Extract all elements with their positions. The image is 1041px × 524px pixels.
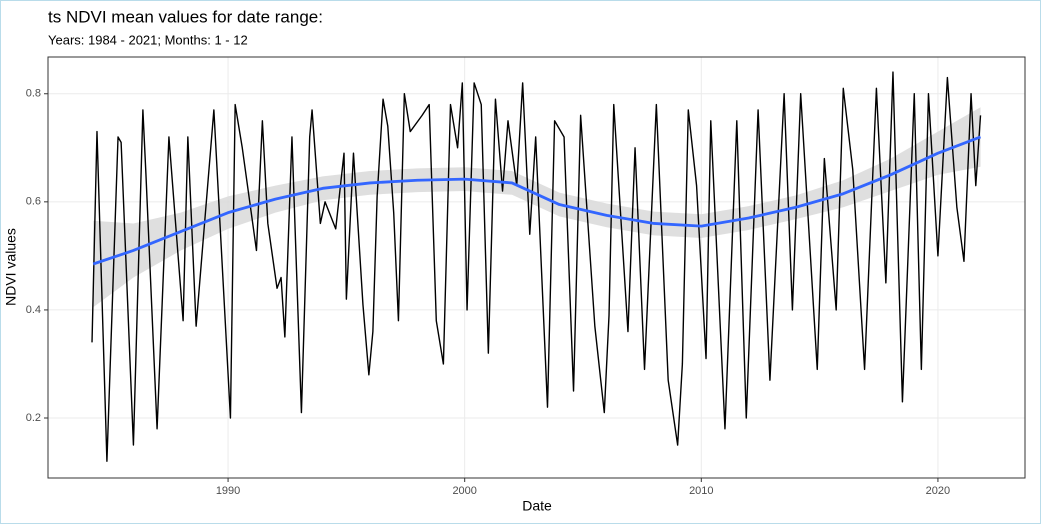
y-tick-label: 0.6	[26, 196, 41, 208]
smooth-line	[92, 135, 982, 266]
data-line	[91, 71, 982, 462]
x-tick-label: 2020	[926, 485, 950, 497]
x-axis-label: Date	[522, 498, 552, 514]
panel-border	[47, 56, 1026, 479]
plot-panel	[48, 57, 1025, 478]
x-tick-label: 2000	[452, 485, 476, 497]
x-tick-label: 1990	[216, 485, 240, 497]
y-tick-label: 0.4	[26, 304, 41, 316]
chart-title: ts NDVI mean values for date range:	[48, 7, 323, 26]
chart-subtitle: Years: 1984 - 2021; Months: 1 - 12	[48, 32, 248, 47]
y-tick-label: 0.2	[26, 412, 41, 424]
x-tick-label: 2010	[689, 485, 713, 497]
confidence-band	[93, 107, 981, 308]
y-tick-label: 0.8	[26, 88, 41, 100]
y-axis-label: NDVI values	[3, 228, 19, 306]
